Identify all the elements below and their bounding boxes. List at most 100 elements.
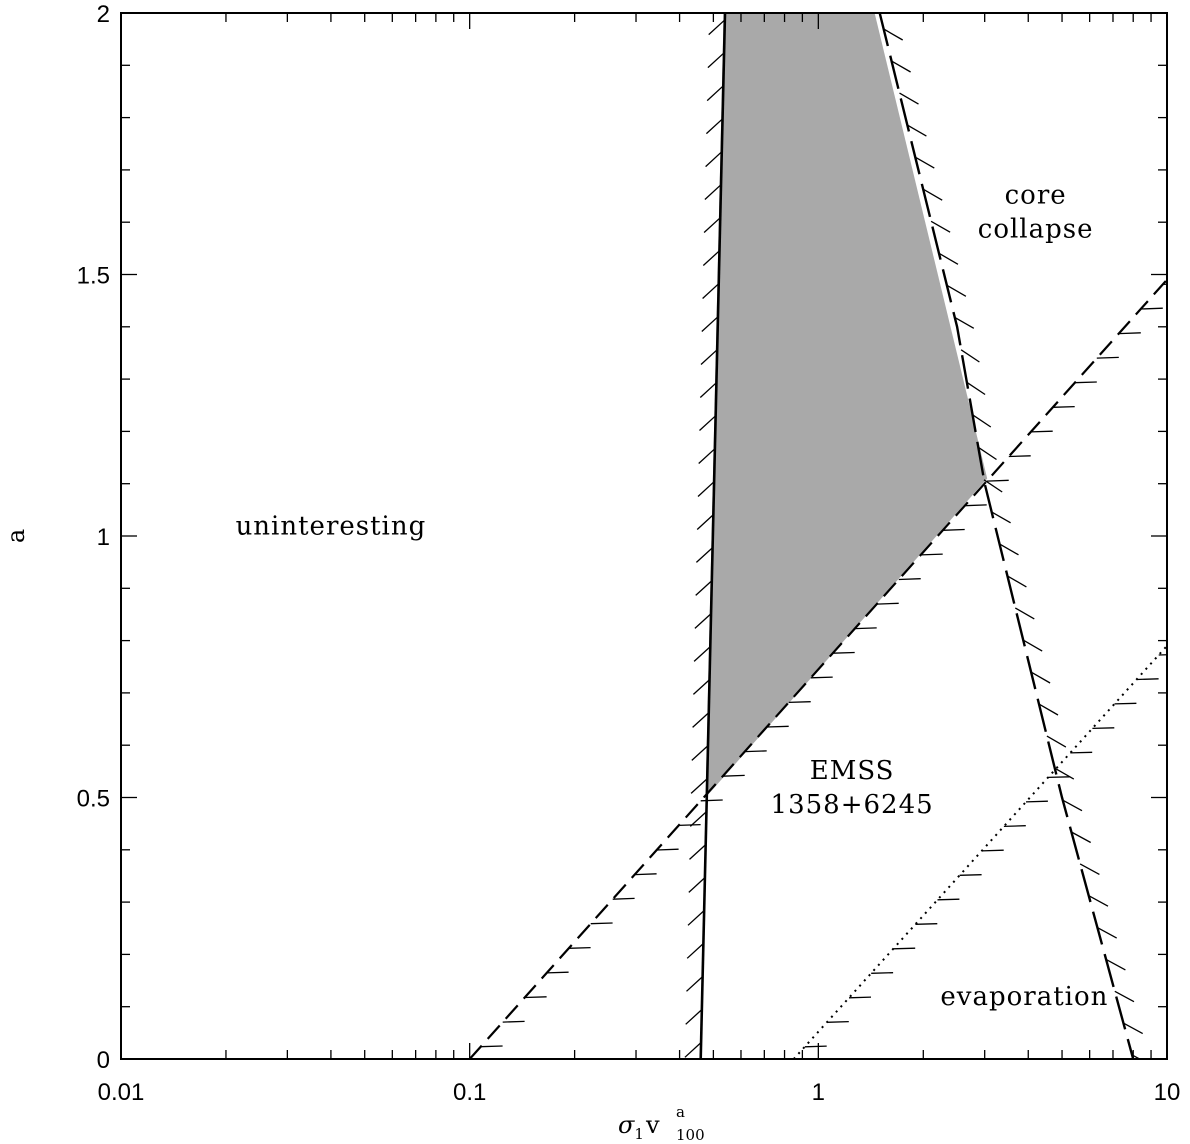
- x-tick-label: 0.1: [453, 1079, 486, 1106]
- hatch-mark: [678, 823, 701, 827]
- hatch-mark: [701, 316, 719, 332]
- hatch-mark: [1123, 1022, 1144, 1035]
- hatch-mark: [694, 613, 712, 629]
- hatch-mark: [690, 778, 708, 794]
- hatch-mark: [1131, 1054, 1141, 1059]
- hatch-mark: [480, 1045, 503, 1048]
- hatch-mark: [1096, 356, 1119, 359]
- hatch-mark: [876, 602, 899, 605]
- x-axis-title-sub: 100: [676, 1126, 705, 1144]
- hatch-mark: [1070, 751, 1093, 754]
- hatch-mark: [700, 349, 718, 365]
- hatch-mark: [696, 514, 714, 530]
- hatch-mark: [697, 481, 715, 497]
- hatch-mark: [848, 996, 872, 999]
- hatch-mark: [960, 349, 980, 363]
- hatch-mark: [907, 124, 927, 137]
- hatch-mark: [688, 877, 706, 893]
- hatch-mark: [546, 971, 569, 974]
- curve-long-dashed-2: [878, 13, 1135, 1059]
- hatch-mark: [699, 415, 717, 431]
- hatch-mark: [1022, 639, 1043, 652]
- annotation-uninteresting: uninteresting: [236, 512, 427, 542]
- hatch-mark: [1140, 307, 1163, 310]
- hatch-mark: [695, 580, 713, 596]
- x-axis-title-sup: a: [676, 1103, 685, 1121]
- curve-dotted-3: [792, 645, 1167, 1059]
- hatch-mark: [708, 19, 726, 36]
- hatch-mark: [685, 1009, 703, 1025]
- hatch-mark: [744, 750, 767, 753]
- hatch-mark: [938, 252, 959, 265]
- hatch-mark: [964, 504, 987, 507]
- hatch-mark: [922, 188, 943, 201]
- hatch-mark: [1114, 990, 1135, 1003]
- y-tick-label: 0: [97, 1047, 110, 1074]
- hatch-mark: [883, 28, 904, 41]
- hatch-mark: [704, 184, 722, 200]
- hatch-mark: [707, 52, 725, 69]
- hatch-mark: [703, 217, 721, 233]
- hatch-mark: [656, 848, 679, 851]
- hatch-mark: [946, 284, 967, 297]
- hatch-mark: [991, 511, 1011, 524]
- hatch-mark: [693, 646, 711, 662]
- hatch-mark: [1030, 671, 1051, 684]
- hatch-mark: [766, 725, 789, 728]
- x-axis-title: σ1v: [618, 1111, 660, 1143]
- hatch-mark: [502, 1020, 525, 1023]
- hatch-mark: [1014, 607, 1035, 620]
- hatch-mark: [1038, 703, 1059, 716]
- hatch-mark: [634, 873, 657, 876]
- y-tick-label: 1.5: [77, 263, 110, 290]
- hatch-mark: [871, 972, 894, 974]
- hatch-mark: [788, 701, 811, 704]
- hatch-mark: [954, 316, 975, 329]
- axes-frame-layer: [120, 12, 1168, 1060]
- hatch-mark: [959, 874, 982, 876]
- hatch-mark: [691, 745, 709, 761]
- annotation-core-collapse: core: [1005, 181, 1067, 211]
- x-tick-label: 0.01: [98, 1079, 145, 1106]
- curve-dashed-1: [468, 278, 1167, 1059]
- hatch-mark: [702, 283, 720, 299]
- hatch-mark: [689, 844, 707, 860]
- hatch-mark: [687, 910, 705, 926]
- hatch-mark: [686, 976, 704, 992]
- hatch-mark: [1092, 727, 1115, 730]
- hatch-mark: [692, 712, 710, 728]
- hatch-mark: [826, 1020, 849, 1023]
- hatch-mark: [854, 627, 877, 630]
- hatch-mark: [1079, 863, 1100, 875]
- y-tick-label: 0.5: [77, 786, 110, 813]
- hatch-mark: [684, 1042, 702, 1058]
- annotation-core-collapse: collapse: [978, 215, 1094, 245]
- hatch-mark: [804, 1045, 827, 1048]
- hatch-mark: [705, 118, 724, 135]
- hatch-mark: [1136, 678, 1159, 681]
- hatch-mark: [686, 943, 704, 959]
- hatch-mark: [695, 547, 714, 563]
- hatch-mark: [1054, 767, 1075, 780]
- hatch-mark: [1158, 654, 1167, 656]
- hatch-mark: [1071, 831, 1092, 844]
- hatch-mark: [1088, 895, 1109, 907]
- hatch-mark: [920, 553, 943, 556]
- hatch-mark: [1030, 430, 1053, 433]
- hatch-mark: [700, 799, 723, 802]
- hatch-mark: [893, 947, 916, 950]
- hatch-mark: [1046, 735, 1067, 748]
- curve-solid-0: [699, 13, 727, 1059]
- hatch-mark: [705, 151, 723, 168]
- hatch-mark: [983, 479, 1003, 493]
- hatch-mark: [702, 250, 720, 266]
- x-tick-label: 1: [812, 1079, 825, 1106]
- hatch-mark: [722, 774, 745, 777]
- hatch-mark: [966, 381, 986, 396]
- hatch-mark: [698, 448, 716, 464]
- hatch-mark: [1097, 927, 1118, 939]
- hatch-mark: [1114, 702, 1137, 705]
- hatch-mark: [689, 811, 707, 827]
